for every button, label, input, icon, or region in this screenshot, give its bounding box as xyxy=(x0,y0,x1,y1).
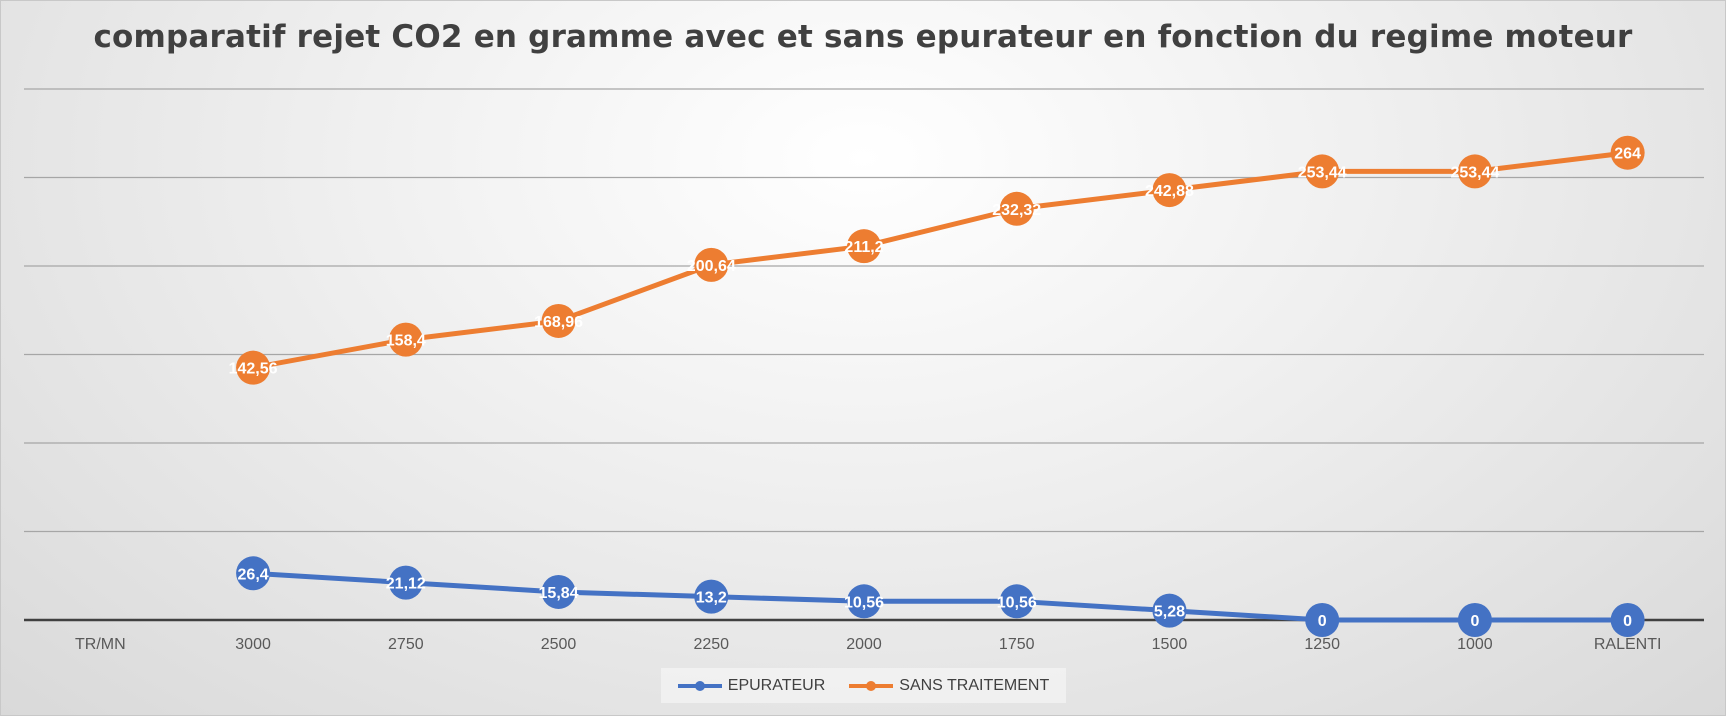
legend-item-sans-traitement: SANS TRAITEMENT xyxy=(849,677,1049,695)
data-point-sans-traitement-2500 xyxy=(541,303,576,338)
data-point-epurateur-1000 xyxy=(1457,603,1492,637)
data-label-epurateur-2500: 15,84 xyxy=(539,585,579,602)
data-label-epurateur-2000: 10,56 xyxy=(844,594,884,611)
chart-legend: EPURATEUR SANS TRAITEMENT xyxy=(661,668,1066,703)
x-tick-label-3000: 3000 xyxy=(235,636,271,653)
x-tick-label-1500: 1500 xyxy=(1152,636,1188,653)
data-point-epurateur-1250 xyxy=(1305,603,1340,637)
data-point-sans-traitement-1500 xyxy=(1152,173,1187,208)
data-label-sans-traitement-1250: 253,44 xyxy=(1298,164,1347,181)
x-tick-label-1000: 1000 xyxy=(1457,636,1493,653)
data-label-sans-traitement-1000: 253,44 xyxy=(1450,164,1499,181)
data-label-epurateur-1000: 0 xyxy=(1470,613,1479,630)
data-label-epurateur-3000: 26,4 xyxy=(238,566,269,583)
legend-label-epurateur: EPURATEUR xyxy=(727,676,826,694)
data-point-sans-traitement-2250 xyxy=(694,247,729,282)
chart-title: comparatif rejet CO2 en gramme avec et s… xyxy=(93,19,1633,55)
data-label-sans-traitement-2750: 158,4 xyxy=(386,333,426,350)
data-label-sans-traitement-3000: 142,56 xyxy=(229,361,278,378)
data-label-epurateur-2250: 13,2 xyxy=(696,590,727,607)
data-point-epurateur-1500 xyxy=(1152,593,1187,628)
data-point-sans-traitement-1000 xyxy=(1457,154,1492,189)
x-tick-label-1250: 1250 xyxy=(1304,636,1340,653)
data-point-epurateur-3000 xyxy=(236,556,271,591)
legend-label-sans-traitement: SANS TRAITEMENT xyxy=(899,676,1050,694)
legend-swatch-sans-traitement xyxy=(849,680,894,691)
data-label-sans-traitement-1750: 232,32 xyxy=(992,202,1041,219)
x-tick-label-1750: 1750 xyxy=(999,636,1035,653)
data-point-epurateur-2250 xyxy=(694,579,729,614)
legend-swatch-epurateur xyxy=(677,680,722,691)
x-tick-label-2250: 2250 xyxy=(693,636,729,653)
data-label-sans-traitement-2250: 200,64 xyxy=(687,258,736,275)
data-point-sans-traitement-ralenti xyxy=(1610,135,1645,170)
data-label-sans-traitement-2000: 211,2 xyxy=(844,239,883,256)
data-point-epurateur-2750 xyxy=(388,565,423,600)
x-tick-label-tr-mn: TR/MN xyxy=(75,636,126,653)
data-label-sans-traitement-1500: 242,88 xyxy=(1145,183,1194,200)
data-label-sans-traitement-ralenti: 264 xyxy=(1614,146,1641,163)
data-point-sans-traitement-3000 xyxy=(236,350,271,385)
data-point-sans-traitement-2750 xyxy=(388,322,423,357)
data-label-epurateur-1750: 10,56 xyxy=(997,594,1037,611)
data-label-epurateur-ralenti: 0 xyxy=(1623,613,1632,630)
data-point-sans-traitement-1250 xyxy=(1305,154,1340,189)
data-label-sans-traitement-2500: 168,96 xyxy=(534,314,583,331)
data-point-sans-traitement-1750 xyxy=(999,191,1034,226)
data-point-epurateur-2500 xyxy=(541,574,576,609)
x-tick-label-2500: 2500 xyxy=(541,636,577,653)
data-point-epurateur-1750 xyxy=(999,584,1034,619)
x-tick-label-2750: 2750 xyxy=(388,636,424,653)
data-label-epurateur-1500: 5,28 xyxy=(1154,604,1185,621)
x-tick-label-ralenti: RALENTI xyxy=(1594,636,1662,653)
series-line-sans-traitement xyxy=(250,150,1631,371)
legend-item-epurateur: EPURATEUR xyxy=(677,676,826,695)
data-label-epurateur-2750: 21,12 xyxy=(386,576,426,593)
series-line-epurateur xyxy=(250,570,1631,623)
data-point-epurateur-2000 xyxy=(847,584,881,619)
x-tick-label-2000: 2000 xyxy=(846,636,882,653)
data-label-epurateur-1250: 0 xyxy=(1318,613,1327,630)
data-point-sans-traitement-2000 xyxy=(847,229,881,264)
data-point-epurateur-ralenti xyxy=(1610,603,1645,637)
